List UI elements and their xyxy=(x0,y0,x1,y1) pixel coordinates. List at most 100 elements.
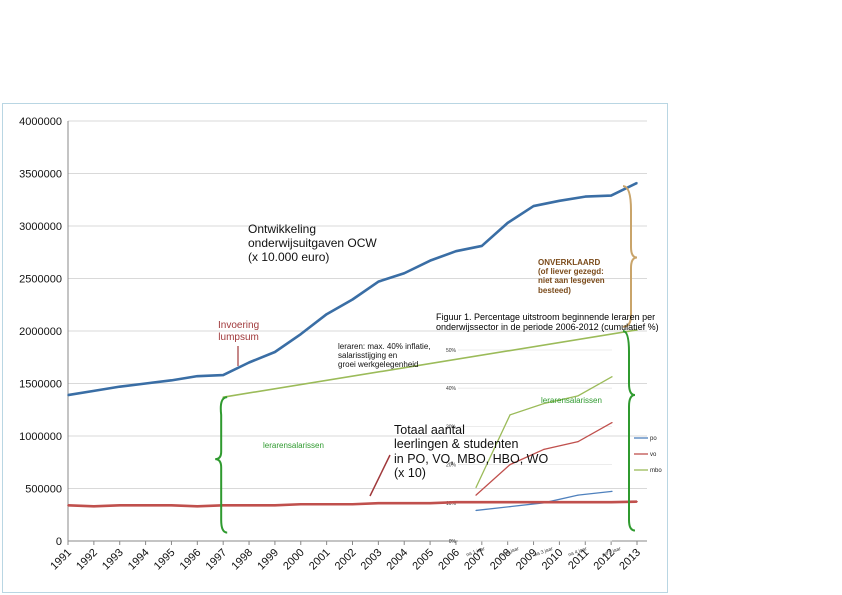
lumpsum-annotation: Invoering lumpsum xyxy=(218,320,259,343)
series-0-point xyxy=(481,245,483,247)
y-tick-label: 3500000 xyxy=(19,169,62,181)
series-0-point xyxy=(403,272,406,275)
inset-y-tick-label: 40% xyxy=(446,386,457,392)
series-1-point xyxy=(248,504,250,507)
inset-title-line: onderwijssector in de periode 2006-2012 … xyxy=(436,322,659,333)
inset-point-mbo xyxy=(509,414,511,416)
totaal-pointer xyxy=(369,454,391,497)
series-0-point xyxy=(274,351,276,353)
series-0-point xyxy=(196,375,199,377)
y-tick-label: 4000000 xyxy=(19,116,62,128)
y-tick-label: 1000000 xyxy=(19,431,62,443)
y-tick-label: 0 xyxy=(56,536,62,548)
totaal-annotation-line: Totaal aantal xyxy=(394,423,465,437)
x-tick-label: 1999 xyxy=(255,547,281,573)
series-1-point xyxy=(584,501,587,503)
lumpsum-annotation-line: Invoering xyxy=(218,320,260,331)
series-0-point xyxy=(584,195,587,198)
series-0-point xyxy=(299,333,302,335)
inset-legend-label-mbo: mbo xyxy=(650,468,662,474)
series-1-point xyxy=(170,504,173,507)
x-tick-label: 2003 xyxy=(359,547,385,573)
series-1-point xyxy=(636,500,638,503)
series-1-point xyxy=(481,501,483,503)
x-tick-label: 1997 xyxy=(204,547,230,573)
inset-legend-label-po: po xyxy=(650,436,657,442)
series-0-point xyxy=(93,390,95,392)
leraren-max-annotation: leraren: max. 40% inflatie, salarisstijg… xyxy=(338,342,431,370)
series-0-point xyxy=(144,382,147,385)
x-tick-label: 1991 xyxy=(48,547,74,573)
inset-y-tick-label: 50% xyxy=(446,348,457,354)
x-tick-label: 1996 xyxy=(178,547,204,573)
series-1-point xyxy=(455,501,457,503)
inset-point-po xyxy=(509,506,511,508)
series-1-point xyxy=(506,501,509,503)
inset-point-vo xyxy=(509,464,511,466)
totaal-annotation-line: in PO, VO, MBO, HBO, WO xyxy=(394,451,549,466)
x-tick-label: 2005 xyxy=(410,547,436,573)
onverklaard-brace xyxy=(622,185,638,328)
inset-legend-label-vo: vo xyxy=(650,452,657,458)
series-1-point xyxy=(403,502,406,505)
ocw-annotation-line: (x 10.000 euro) xyxy=(248,249,330,264)
x-tick-label: 2001 xyxy=(307,547,333,573)
totaal-annotation-line: leerlingen & studenten xyxy=(394,437,519,452)
series-0-point xyxy=(325,313,328,316)
series-0-point xyxy=(532,205,535,207)
leraren-max-line: leraren: max. 40% inflatie, xyxy=(338,342,431,351)
series-0-point xyxy=(636,182,638,184)
series-0-point xyxy=(351,298,354,301)
inset-title-line: Figuur 1. Percentage uitstroom beginnend… xyxy=(436,312,656,322)
inset-point-po xyxy=(611,490,613,492)
series-1-point xyxy=(325,503,328,506)
chart-frame xyxy=(2,103,668,593)
inset-y-tick-label: 30% xyxy=(446,424,457,430)
x-tick-label: 2006 xyxy=(436,547,462,573)
inset-point-vo xyxy=(543,448,545,450)
series-0-point xyxy=(506,222,509,224)
series-0-point xyxy=(67,394,69,396)
inset-title: Figuur 1. Percentage uitstroom beginnend… xyxy=(436,312,659,333)
series-line-2 xyxy=(223,329,638,398)
y-tick-label: 3000000 xyxy=(19,221,62,233)
salaris-brace-1997 xyxy=(215,396,228,534)
series-0-point xyxy=(377,280,380,283)
onverklaard-line: besteed) xyxy=(538,285,571,295)
x-tick-label: 1993 xyxy=(100,547,126,573)
inset-y-tick-label: 20% xyxy=(446,463,457,469)
series-1-point xyxy=(351,503,354,506)
series-1-point xyxy=(118,504,121,507)
x-tick-label: 2002 xyxy=(333,547,359,573)
salaris-brace-2013 xyxy=(622,330,636,532)
series-0-point xyxy=(455,250,457,252)
series-1-point xyxy=(93,505,95,508)
onverklaard-line: ONVERKLAARD xyxy=(538,258,601,267)
series-0-point xyxy=(118,385,121,388)
inset-y-tick-label: 0% xyxy=(449,539,457,545)
x-tick-label: 2004 xyxy=(385,547,411,573)
y-tick-label: 2500000 xyxy=(19,274,62,286)
x-tick-label: 1992 xyxy=(74,547,100,573)
series-1-point xyxy=(558,501,561,503)
series-1-point xyxy=(532,501,535,503)
totaal-annotation-line: (x 10) xyxy=(394,466,426,481)
series-1-point xyxy=(67,504,69,507)
series-0-point xyxy=(222,374,224,376)
inset-point-vo xyxy=(577,441,579,443)
x-tick-label: 1995 xyxy=(152,547,178,573)
y-tick-label: 500000 xyxy=(25,484,62,496)
series-1-point xyxy=(144,504,147,507)
totaal-annotation: Totaal aantal leerlingen & studenten in … xyxy=(394,423,548,481)
series-0-point xyxy=(558,200,561,202)
inset-point-mbo xyxy=(577,395,579,397)
onverklaard-line: niet aan lesgeven xyxy=(538,276,605,286)
x-tick-label: 1998 xyxy=(229,547,255,573)
inset-y-tick-label: 10% xyxy=(446,501,457,507)
series-1-point xyxy=(299,503,302,506)
series-0-point xyxy=(170,379,173,382)
series-0-point xyxy=(610,194,612,197)
salaris-annotation-1: lerarensalarissen xyxy=(263,441,324,450)
x-tick-label: 1994 xyxy=(126,547,152,573)
series-0-point xyxy=(248,361,250,364)
